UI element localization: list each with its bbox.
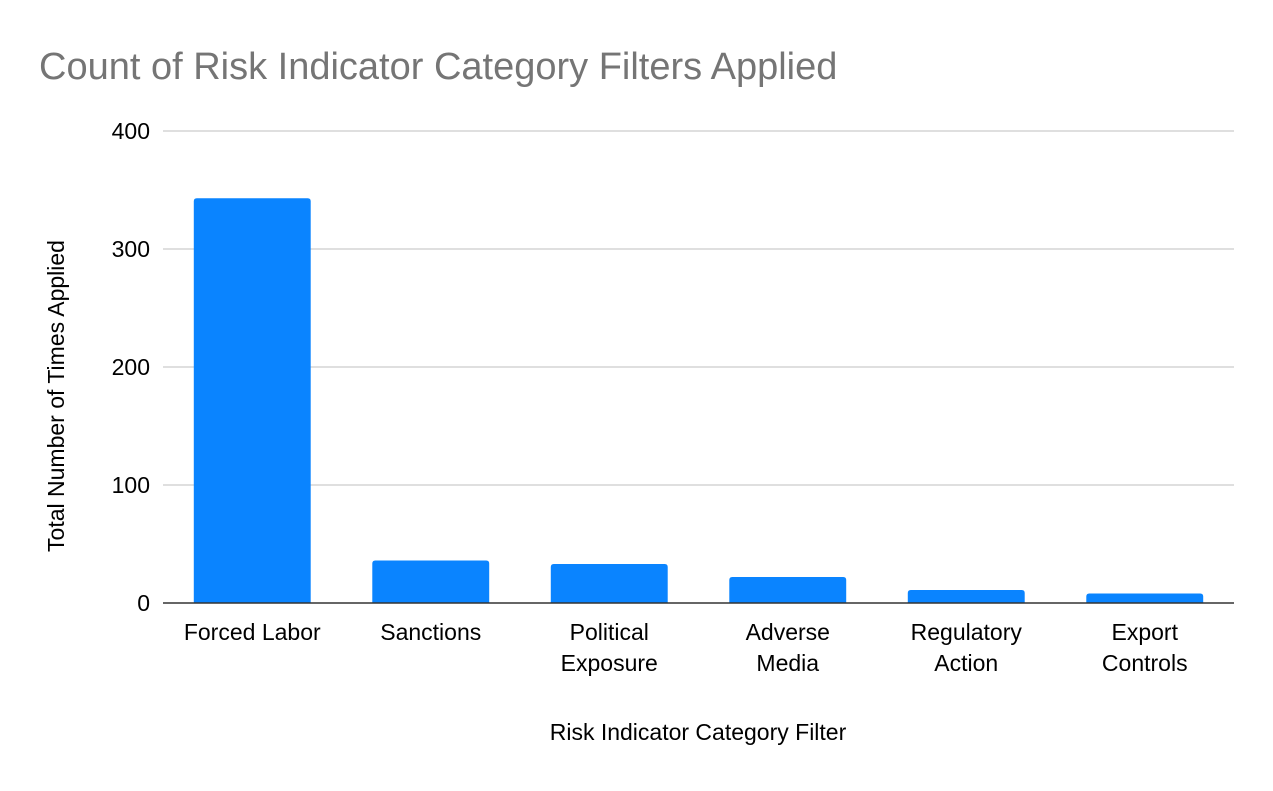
y-axis-title: Total Number of Times Applied xyxy=(43,240,69,552)
y-tick-label: 0 xyxy=(137,590,150,616)
x-category-label: Export Controls xyxy=(1102,619,1188,676)
chart-title: Count of Risk Indicator Category Filters… xyxy=(39,46,837,88)
y-tick-label: 100 xyxy=(112,472,150,498)
y-tick-label: 200 xyxy=(112,354,150,380)
x-category-label: Adverse Media xyxy=(746,619,830,676)
bar xyxy=(193,198,311,603)
y-tick-label: 400 xyxy=(112,118,150,144)
bar xyxy=(907,590,1025,603)
bar xyxy=(729,577,847,603)
bar xyxy=(550,564,668,603)
x-category-label: Regulatory Action xyxy=(911,619,1023,676)
gridlines xyxy=(163,130,1234,486)
x-category-label: Political Exposure xyxy=(561,619,658,676)
bar xyxy=(372,560,490,603)
bars xyxy=(193,198,1204,603)
bar xyxy=(1086,593,1204,603)
x-axis-title: Risk Indicator Category Filter xyxy=(550,719,847,745)
x-axis-category-labels: Forced Labor Sanctions Political Exposure Ad… xyxy=(184,619,1188,676)
x-category-label: Forced Labor xyxy=(184,619,321,645)
y-axis-ticks: 0 100 200 300 400 xyxy=(112,118,150,616)
y-tick-label: 300 xyxy=(112,236,150,262)
x-category-label: Sanctions xyxy=(380,619,481,645)
